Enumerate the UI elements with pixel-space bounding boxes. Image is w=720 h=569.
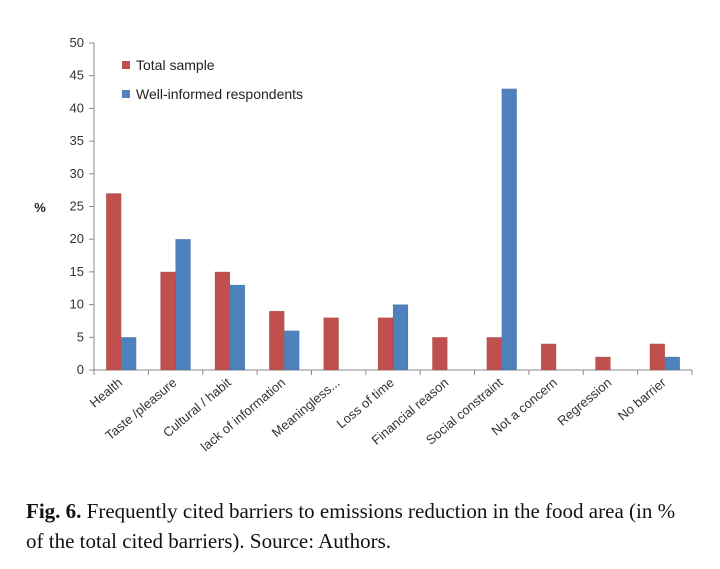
legend-label: Total sample	[136, 57, 215, 73]
bar-total-sample	[269, 310, 285, 371]
bar-total-sample	[432, 337, 448, 371]
y-tick-label: 35	[70, 133, 84, 148]
x-tick-label: Regression	[554, 375, 614, 429]
bar-well-informed	[229, 284, 246, 371]
y-tick-label: 25	[70, 199, 84, 214]
bar-total-sample	[377, 317, 394, 371]
bar-total-sample	[486, 337, 502, 371]
legend-swatch	[122, 90, 130, 98]
bar-total-sample	[595, 356, 611, 371]
bar-total-sample	[540, 343, 557, 371]
y-tick-label: 20	[70, 231, 84, 246]
y-tick-label: 0	[77, 362, 84, 377]
bar-total-sample	[160, 271, 176, 371]
bar-total-sample	[323, 317, 339, 371]
y-axis-label: %	[34, 200, 46, 215]
y-tick-label: 15	[70, 264, 84, 279]
y-tick-label: 40	[70, 100, 84, 115]
bar-total-sample	[214, 271, 231, 371]
bar-well-informed	[392, 304, 409, 371]
bar-well-informed	[664, 356, 681, 371]
y-tick-label: 10	[70, 297, 84, 312]
legend-swatch	[122, 61, 130, 69]
bar-well-informed	[284, 330, 300, 371]
figure-caption: Fig. 6. Frequently cited barriers to emi…	[26, 496, 696, 556]
bar-total-sample	[649, 343, 666, 371]
y-tick-label: 30	[70, 166, 84, 181]
caption-text: Frequently cited barriers to emissions r…	[26, 499, 676, 553]
bar-well-informed	[175, 238, 191, 371]
bar-well-informed	[501, 88, 517, 371]
caption-label: Fig. 6.	[26, 499, 82, 523]
x-tick-label: No barrier	[615, 374, 669, 423]
chart: 0 5 10 15 20 25 30 35 40 45 50% Health Taste /pleasu…	[34, 35, 693, 454]
legend-label: Well-informed respondents	[136, 86, 303, 102]
bar-well-informed	[120, 337, 137, 371]
bar-total-sample	[105, 193, 122, 371]
x-tick-label: Health	[87, 375, 125, 411]
y-tick-label: 50	[70, 35, 84, 50]
y-tick-label: 5	[77, 329, 84, 344]
y-tick-label: 45	[70, 68, 84, 83]
